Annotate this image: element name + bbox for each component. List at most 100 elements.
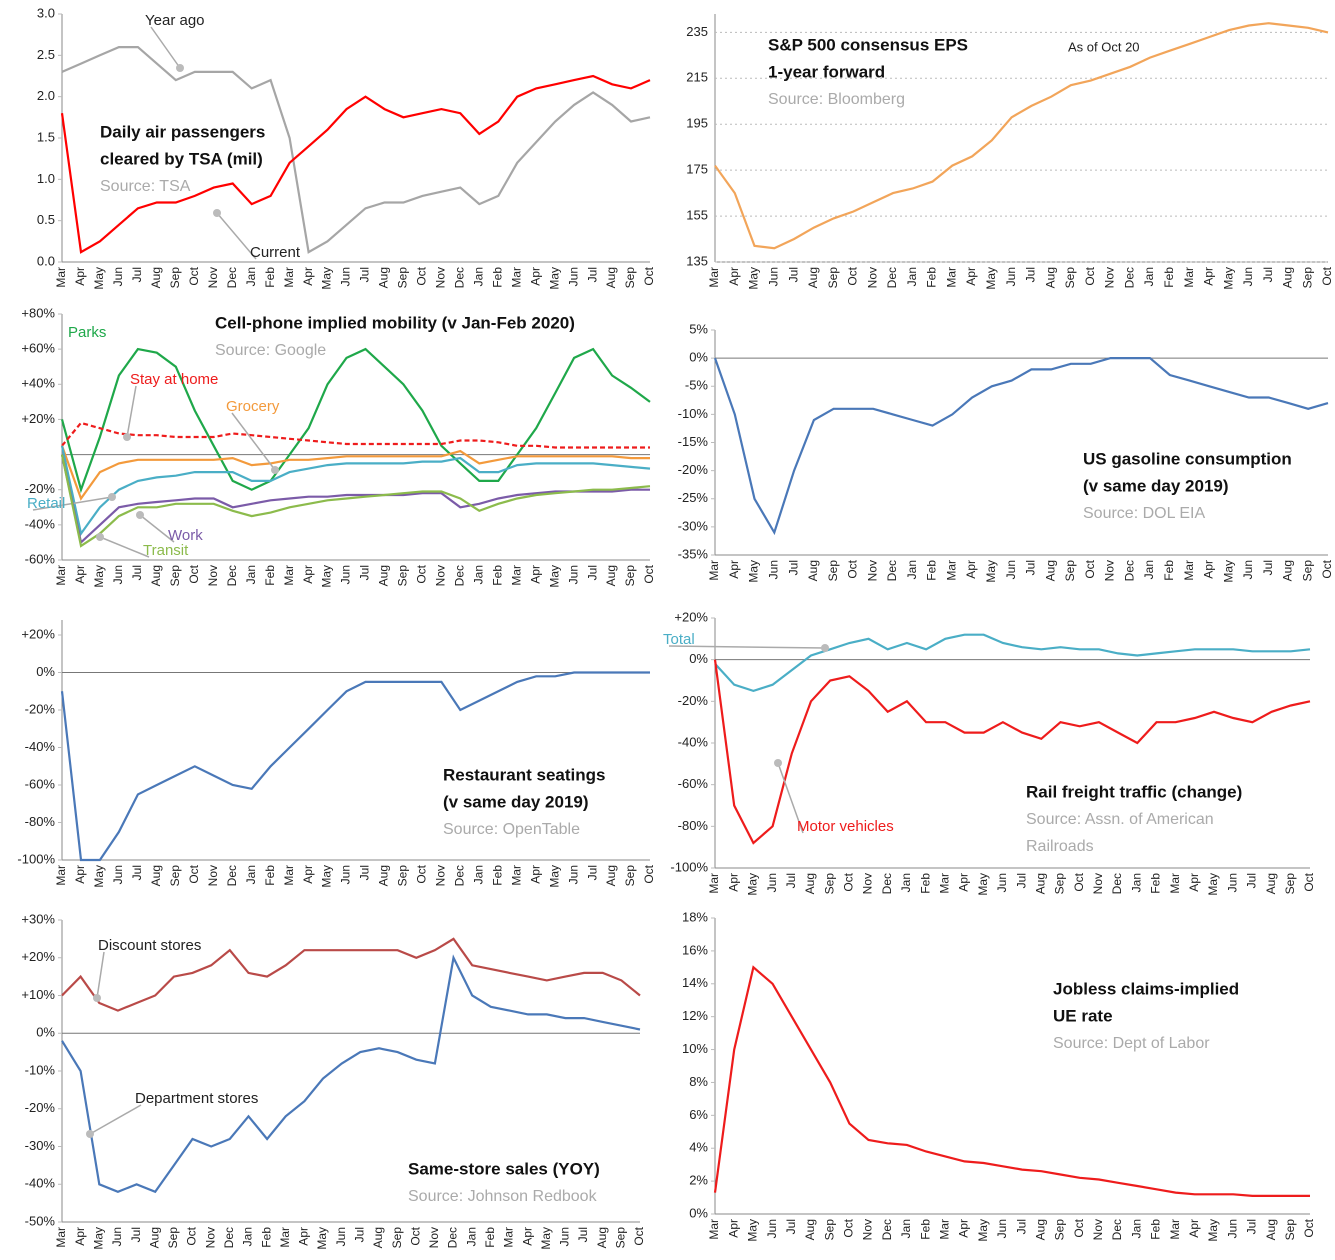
leader-dot	[136, 511, 144, 519]
y-tick-label: -40%	[25, 516, 56, 531]
x-tick-label: Jan	[899, 1219, 913, 1238]
x-tick-label: Aug	[1043, 267, 1057, 288]
x-tick-label: Oct	[1072, 1218, 1086, 1237]
x-tick-label: Feb	[1149, 1219, 1163, 1240]
x-tick-label: Jul	[130, 565, 144, 580]
series-line	[713, 965, 1310, 1197]
x-tick-label: Jun	[558, 1227, 572, 1246]
x-tick-label: Nov	[865, 560, 879, 581]
y-tick-label: -100%	[17, 851, 55, 866]
series-line	[713, 659, 1311, 845]
x-tick-label: Mar	[282, 267, 296, 288]
x-tick-label: Aug	[371, 1227, 385, 1248]
x-tick-label: Sep	[1283, 873, 1297, 895]
x-tick-label: Oct	[1302, 872, 1316, 891]
leader-line	[139, 514, 175, 543]
y-tick-label: -80%	[678, 818, 709, 833]
x-tick-label: Aug	[806, 560, 820, 581]
leader-line	[89, 1104, 142, 1135]
x-tick-label: Aug	[1033, 1219, 1047, 1240]
y-tick-label: -5%	[685, 378, 709, 393]
y-tick-label: 0.0	[37, 253, 55, 268]
x-tick-label: Apr	[957, 1219, 971, 1238]
x-tick-label: Jul	[1014, 1219, 1028, 1234]
y-tick-label: +20%	[21, 626, 55, 641]
x-tick-label: Dec	[1122, 267, 1136, 288]
x-tick-label: Oct	[415, 266, 429, 285]
x-tick-label: Mar	[54, 865, 68, 886]
chart-title: Restaurant seatings	[443, 765, 606, 784]
x-tick-label: Apr	[1187, 873, 1201, 892]
x-tick-label: Feb	[925, 267, 939, 288]
x-tick-label: Nov	[206, 565, 220, 586]
x-tick-label: Jul	[1245, 1219, 1259, 1234]
y-tick-label: -40%	[678, 734, 709, 749]
x-tick-label: Jan	[241, 1227, 255, 1246]
chart-title: Same-store sales (YOY)	[408, 1159, 600, 1178]
x-tick-label: Sep	[168, 865, 182, 887]
x-tick-label: Nov	[1091, 1219, 1105, 1240]
y-tick-label: +30%	[21, 911, 55, 926]
x-tick-label: Apr	[964, 267, 978, 286]
y-tick-label: 6%	[689, 1107, 708, 1122]
x-tick-label: Jan	[244, 267, 258, 286]
x-tick-label: Oct	[415, 564, 429, 583]
x-tick-label: Oct	[846, 559, 860, 578]
x-tick-label: Mar	[1168, 1219, 1182, 1240]
x-tick-label: May	[547, 565, 561, 588]
y-tick-label: 155	[686, 208, 708, 223]
x-tick-label: Sep	[1300, 560, 1314, 582]
x-tick-label: Sep	[1063, 560, 1077, 582]
x-tick-label: Mar	[937, 873, 951, 894]
x-tick-label: Dec	[225, 865, 239, 886]
x-tick-label: Mar	[54, 565, 68, 586]
x-tick-label: Mar	[1182, 560, 1196, 581]
x-tick-label: Sep	[390, 1227, 404, 1249]
x-tick-label: Jan	[905, 267, 919, 286]
chart-source: Railroads	[1026, 838, 1094, 855]
x-tick-label: Sep	[822, 1219, 836, 1241]
x-tick-label: Jul	[358, 565, 372, 580]
x-tick-label: Aug	[604, 267, 618, 288]
y-tick-label: -35%	[678, 546, 709, 561]
y-tick-label: -25%	[678, 490, 709, 505]
x-tick-label: Jul	[784, 873, 798, 888]
chart-source: Source: Google	[215, 342, 326, 359]
leader-dot	[271, 466, 279, 474]
y-tick-label: -30%	[25, 1138, 56, 1153]
y-tick-label: -60%	[678, 776, 709, 791]
x-tick-label: Sep	[396, 267, 410, 289]
x-tick-label: Jan	[1129, 1219, 1143, 1238]
x-tick-label: Nov	[427, 1227, 441, 1248]
x-tick-label: Oct	[1320, 559, 1334, 578]
x-tick-label: Jan	[464, 1227, 478, 1246]
x-tick-label: Apr	[726, 873, 740, 892]
x-tick-label: Mar	[707, 1219, 721, 1240]
leader-dot	[821, 644, 829, 652]
x-tick-label: Jul	[1014, 873, 1028, 888]
chart-source: Source: Dept of Labor	[1053, 1035, 1210, 1052]
x-tick-label: May	[976, 873, 990, 896]
chart-title: cleared by TSA (mil)	[100, 149, 263, 168]
x-tick-label: Jun	[110, 1227, 124, 1246]
x-tick-label: Apr	[528, 565, 542, 584]
x-tick-label: Jun	[111, 565, 125, 584]
x-tick-label: Apr	[727, 560, 741, 579]
x-tick-label: Oct	[415, 864, 429, 883]
x-tick-label: Feb	[1149, 873, 1163, 894]
x-tick-label: Dec	[225, 267, 239, 288]
x-tick-label: Mar	[282, 865, 296, 886]
x-tick-label: Jan	[1142, 267, 1156, 286]
x-tick-label: Jun	[765, 873, 779, 892]
y-tick-label: 10%	[682, 1041, 708, 1056]
x-tick-label: Aug	[1281, 560, 1295, 581]
x-tick-label: Nov	[1091, 873, 1105, 894]
x-tick-label: May	[547, 865, 561, 888]
y-tick-label: -50%	[25, 1213, 56, 1228]
series-label: Retail	[27, 495, 65, 512]
x-tick-label: Jun	[334, 1227, 348, 1246]
leader-line	[99, 536, 150, 558]
x-tick-label: Mar	[54, 267, 68, 288]
x-tick-label: Jun	[566, 865, 580, 884]
